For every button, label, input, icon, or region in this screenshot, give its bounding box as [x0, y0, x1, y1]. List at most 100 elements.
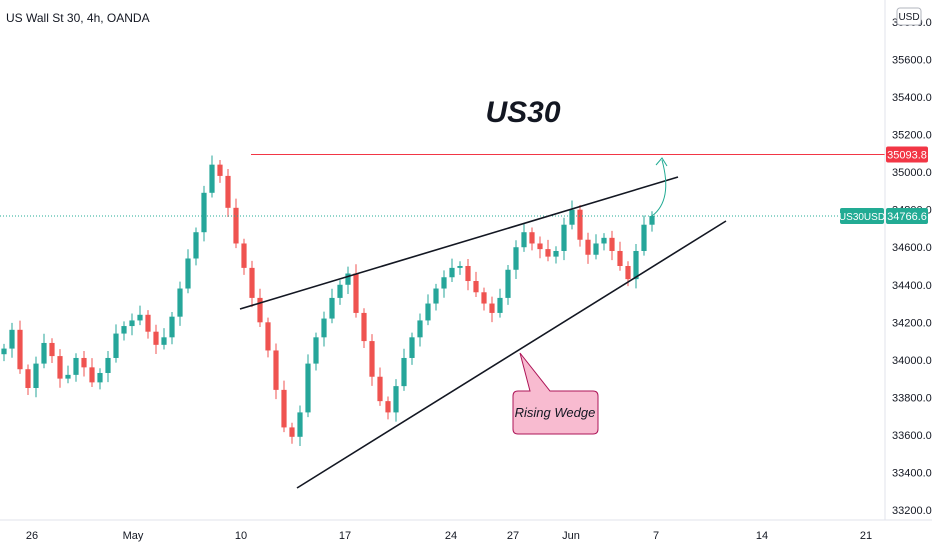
- candle-body[interactable]: [577, 209, 583, 240]
- candle-body[interactable]: [473, 281, 479, 293]
- candle-body[interactable]: [337, 284, 343, 298]
- candle-body[interactable]: [449, 267, 455, 278]
- candle-body[interactable]: [393, 386, 399, 413]
- candle-body[interactable]: [465, 266, 471, 282]
- candle-body[interactable]: [369, 341, 375, 377]
- candle-body[interactable]: [625, 266, 631, 280]
- candle-body[interactable]: [81, 357, 87, 368]
- candle-body[interactable]: [17, 329, 23, 370]
- candle-body[interactable]: [409, 337, 415, 358]
- candle-body[interactable]: [441, 277, 447, 289]
- candle-body[interactable]: [161, 337, 167, 345]
- candle-body[interactable]: [297, 412, 303, 437]
- candle-body[interactable]: [601, 237, 607, 244]
- candle-body[interactable]: [617, 250, 623, 266]
- candle-body[interactable]: [417, 320, 423, 338]
- candle-body[interactable]: [137, 314, 143, 321]
- currency-badge-label: USD: [898, 12, 919, 23]
- candle-body[interactable]: [89, 367, 95, 383]
- candle-body[interactable]: [217, 164, 223, 176]
- candle-body[interactable]: [9, 329, 15, 349]
- candle-body[interactable]: [377, 376, 383, 402]
- candle-body[interactable]: [289, 427, 295, 437]
- chart-annotation-title: US30: [485, 96, 560, 129]
- candle-body[interactable]: [113, 333, 119, 358]
- candle-body[interactable]: [545, 249, 551, 257]
- candle-body[interactable]: [401, 357, 407, 387]
- symbol-title[interactable]: US Wall St 30, 4h, OANDA: [6, 11, 150, 25]
- candle-body[interactable]: [65, 374, 71, 379]
- candle-body[interactable]: [561, 224, 567, 251]
- candle-body[interactable]: [97, 372, 103, 383]
- candle-body[interactable]: [1, 348, 7, 355]
- x-tick-label: 10: [235, 530, 247, 542]
- x-tick-label: 27: [507, 530, 519, 542]
- candle-body[interactable]: [265, 322, 271, 351]
- candle-body[interactable]: [497, 297, 503, 313]
- candle-body[interactable]: [49, 342, 55, 357]
- candle-body[interactable]: [193, 232, 199, 259]
- candle-body[interactable]: [145, 314, 151, 332]
- candle-body[interactable]: [313, 337, 319, 364]
- candle-body[interactable]: [241, 243, 247, 268]
- candle-body[interactable]: [249, 267, 255, 298]
- x-tick-label: Jun: [562, 530, 580, 542]
- candle-body[interactable]: [481, 292, 487, 304]
- currency-badge[interactable]: [896, 7, 922, 26]
- candle-body[interactable]: [33, 363, 39, 388]
- wedge-upper-trendline[interactable]: [239, 176, 679, 310]
- candle-body[interactable]: [569, 209, 575, 225]
- candle-body[interactable]: [321, 318, 327, 338]
- candle-body[interactable]: [329, 297, 335, 319]
- candle-body[interactable]: [641, 224, 647, 251]
- candle-body[interactable]: [553, 250, 559, 257]
- svg-text:34766.6: 34766.6: [887, 211, 927, 223]
- candle-body[interactable]: [129, 320, 135, 327]
- candle-body[interactable]: [121, 326, 127, 334]
- candle-body[interactable]: [73, 357, 79, 375]
- y-tick-label: 33200.0: [892, 505, 932, 517]
- projection-arrow[interactable]: [651, 159, 667, 217]
- candle-body[interactable]: [385, 401, 391, 413]
- candle-body[interactable]: [257, 297, 263, 323]
- candle-body[interactable]: [185, 258, 191, 289]
- wedge-lower-trendline[interactable]: [296, 220, 727, 489]
- candle-body[interactable]: [593, 243, 599, 255]
- candle-body[interactable]: [361, 312, 367, 342]
- y-tick-label: 35600.0: [892, 55, 932, 67]
- candle-body[interactable]: [233, 207, 239, 244]
- candle-body[interactable]: [273, 350, 279, 390]
- candle-body[interactable]: [41, 342, 47, 364]
- candle-body[interactable]: [513, 247, 519, 270]
- candle-body[interactable]: [225, 175, 231, 208]
- candle-body[interactable]: [169, 316, 175, 338]
- candle-body[interactable]: [505, 269, 511, 298]
- candle-body[interactable]: [177, 288, 183, 317]
- candle-body[interactable]: [345, 273, 351, 285]
- candle-body[interactable]: [425, 303, 431, 321]
- candle-body[interactable]: [585, 239, 591, 255]
- y-tick-label: 34600.0: [892, 242, 932, 254]
- candle-body[interactable]: [201, 192, 207, 233]
- candle-body[interactable]: [433, 288, 439, 304]
- candle-body[interactable]: [649, 215, 655, 225]
- rising-wedge-callout[interactable]: [512, 352, 599, 435]
- candle-body[interactable]: [153, 331, 159, 345]
- candle-body[interactable]: [521, 232, 527, 248]
- svg-text:35093.8: 35093.8: [887, 150, 927, 162]
- candle-body[interactable]: [209, 164, 215, 193]
- candle-body[interactable]: [457, 266, 463, 268]
- candle-body[interactable]: [609, 237, 615, 251]
- candle-body[interactable]: [353, 273, 359, 313]
- candle-body[interactable]: [537, 243, 543, 250]
- candle-body[interactable]: [25, 369, 31, 388]
- candle-body[interactable]: [57, 356, 63, 379]
- candle-body[interactable]: [305, 363, 311, 413]
- candle-body[interactable]: [281, 389, 287, 428]
- candle-body[interactable]: [633, 250, 639, 280]
- candle-body[interactable]: [105, 357, 111, 373]
- candle-body[interactable]: [529, 232, 535, 244]
- candle-body[interactable]: [489, 303, 495, 313]
